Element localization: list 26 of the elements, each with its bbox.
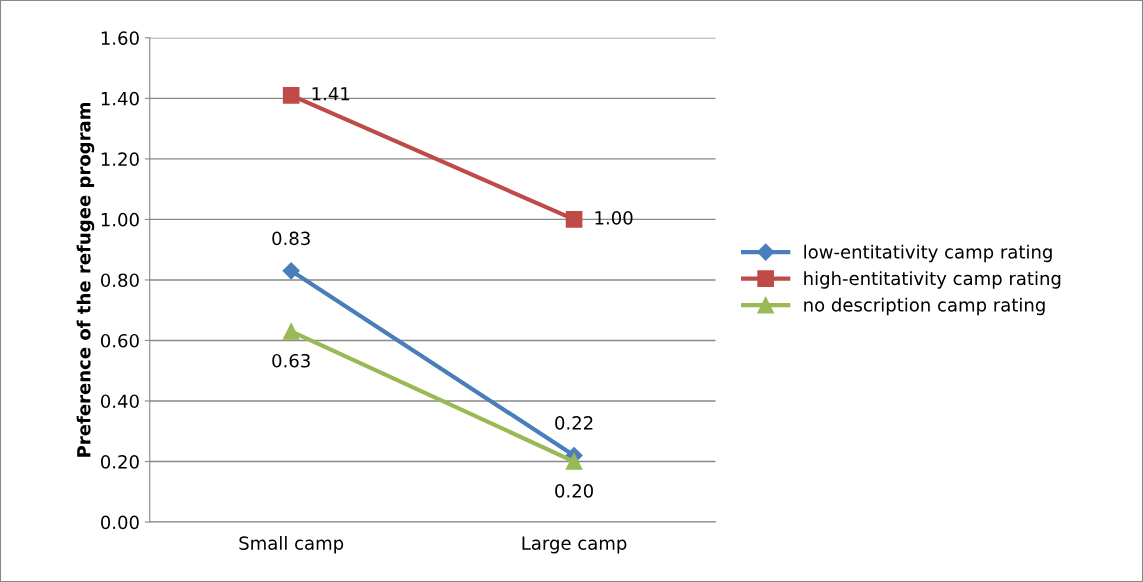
data-label: 1.00 xyxy=(595,211,633,225)
y-tick-label: 1.20 xyxy=(101,152,139,166)
legend-label: no description camp rating xyxy=(804,297,1045,316)
point xyxy=(565,453,583,470)
y-tick-label: 1.00 xyxy=(101,212,139,227)
legend-label: low-entitativity camp rating xyxy=(804,244,1052,263)
data-label: 0.20 xyxy=(555,484,593,498)
data-label: 0.63 xyxy=(272,353,310,368)
data-label: 1.41 xyxy=(312,87,350,101)
y-tick-label: 0.80 xyxy=(101,273,139,288)
y-tick-label: 1.60 xyxy=(101,31,139,45)
y-tick-label: 1.40 xyxy=(101,91,139,106)
x-tick-label: Small camp xyxy=(239,535,344,554)
point xyxy=(565,211,583,228)
y-tick-label: 0.20 xyxy=(101,454,139,469)
legend-label: high-entitativity camp rating xyxy=(804,271,1061,289)
data-label: 0.83 xyxy=(272,231,310,246)
point xyxy=(282,323,300,340)
data-label: 0.22 xyxy=(555,416,593,430)
y-tick-label: 0.40 xyxy=(101,394,139,409)
point xyxy=(282,86,300,104)
x-tick-label: Large camp xyxy=(522,536,627,554)
point xyxy=(282,262,300,280)
y-axis-title: Preference of the refugee program xyxy=(76,102,95,457)
y-tick-label: 0.00 xyxy=(101,515,139,530)
y-tick-label: 0.60 xyxy=(101,333,139,348)
